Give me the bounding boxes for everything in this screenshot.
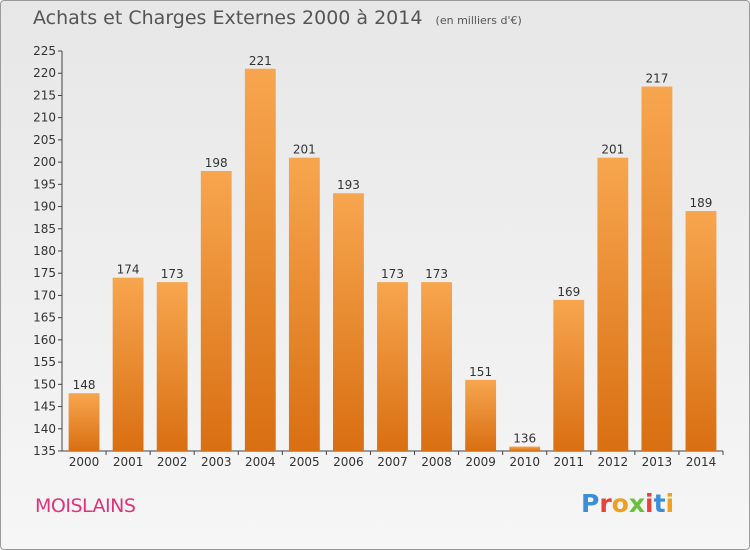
bar-value-label: 173 <box>161 267 184 281</box>
x-tick-label: 2006 <box>333 455 364 469</box>
bar-2008 <box>421 282 452 451</box>
bar-value-label: 136 <box>513 432 536 446</box>
bar-value-label: 173 <box>381 267 404 281</box>
bar-2013 <box>641 86 673 452</box>
bar-2004 <box>244 68 276 452</box>
y-tick-label: 160 <box>33 333 56 347</box>
x-tick-label: 2003 <box>201 455 232 469</box>
y-tick-label: 140 <box>33 422 56 436</box>
y-tick-label: 205 <box>33 133 56 147</box>
bar-2009 <box>465 379 497 451</box>
bar-value-label: 189 <box>690 196 713 210</box>
y-tick-label: 170 <box>33 288 56 302</box>
bar-value-label: 198 <box>205 156 228 170</box>
bar-value-label: 169 <box>557 285 580 299</box>
x-tick-label: 2014 <box>686 455 717 469</box>
bar-value-label: 148 <box>73 378 96 392</box>
y-tick-label: 185 <box>33 222 56 236</box>
chart-title: Achats et Charges Externes 2000 à 2014 <box>33 7 423 29</box>
bar-value-label: 201 <box>293 143 316 157</box>
bar-value-label: 151 <box>469 365 492 379</box>
bar-2007 <box>377 282 408 451</box>
bar-2006 <box>333 193 364 451</box>
bar-value-label: 193 <box>337 178 360 192</box>
logo-letter: i <box>665 489 675 518</box>
logo-letter: o <box>611 489 629 518</box>
bar-2001 <box>112 277 144 451</box>
x-tick-label: 2013 <box>642 455 673 469</box>
bar-value-label: 174 <box>117 263 140 277</box>
y-tick-label: 225 <box>33 44 56 58</box>
logo-letter: t <box>653 489 666 518</box>
x-tick-label: 2005 <box>289 455 320 469</box>
bar-2014 <box>685 211 717 451</box>
proxiti-logo: Proxiti <box>581 489 674 518</box>
x-tick-label: 2004 <box>245 455 276 469</box>
x-tick-label: 2008 <box>421 455 452 469</box>
y-tick-label: 165 <box>33 311 56 325</box>
y-tick-label: 145 <box>33 400 56 414</box>
y-tick-label: 150 <box>33 377 56 391</box>
y-tick-label: 215 <box>33 88 56 102</box>
bar-value-label: 201 <box>601 143 624 157</box>
bar-2005 <box>288 157 320 451</box>
x-tick-label: 2000 <box>69 455 100 469</box>
y-tick-label: 180 <box>33 244 56 258</box>
bar-2010 <box>509 446 541 451</box>
bar-value-label: 173 <box>425 267 448 281</box>
bar-value-label: 217 <box>645 72 668 86</box>
x-tick-label: 2009 <box>465 455 496 469</box>
logo-letter: x <box>628 489 645 518</box>
y-tick-label: 200 <box>33 155 56 169</box>
x-tick-label: 2002 <box>157 455 188 469</box>
y-tick-label: 210 <box>33 111 56 125</box>
bar-2000 <box>68 393 100 451</box>
logo-letter: P <box>581 489 600 518</box>
bar-2011 <box>553 299 585 451</box>
x-tick-label: 2012 <box>598 455 629 469</box>
y-tick-label: 220 <box>33 66 56 80</box>
bar-2003 <box>200 171 232 451</box>
logo-letter: r <box>599 489 612 518</box>
y-tick-label: 195 <box>33 177 56 191</box>
chart-subtitle: (en milliers d'€) <box>435 14 522 27</box>
x-tick-label: 2011 <box>553 455 584 469</box>
bar-value-label: 221 <box>249 54 272 68</box>
y-tick-label: 155 <box>33 355 56 369</box>
y-tick-label: 190 <box>33 200 56 214</box>
x-tick-label: 2001 <box>113 455 144 469</box>
bar-2012 <box>597 157 629 451</box>
chart-title-row: Achats et Charges Externes 2000 à 2014 (… <box>33 7 522 29</box>
y-tick-label: 135 <box>33 444 56 458</box>
logo-letter: i <box>645 489 654 518</box>
x-tick-label: 2010 <box>509 455 540 469</box>
commune-name: MOISLAINS <box>35 495 136 517</box>
y-tick-label: 175 <box>33 266 56 280</box>
x-tick-label: 2007 <box>377 455 408 469</box>
bar-2002 <box>156 282 188 451</box>
